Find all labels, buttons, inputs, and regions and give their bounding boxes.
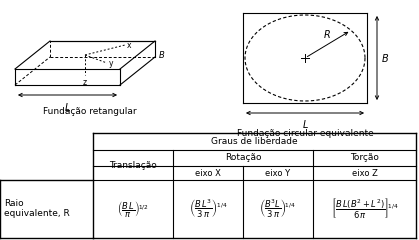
Text: Torção: Torção: [350, 154, 379, 162]
Text: Fundação circular equivalente: Fundação circular equivalente: [237, 129, 373, 138]
Text: x: x: [127, 41, 132, 49]
Text: $L$: $L$: [64, 101, 71, 113]
Text: $R$: $R$: [323, 28, 331, 40]
Text: $\left[\dfrac{\mathit{B}\,L(\mathit{B}^2+L^2)}{6\,\pi}\right]^{\!1/4}$: $\left[\dfrac{\mathit{B}\,L(\mathit{B}^2…: [331, 197, 398, 221]
Text: $\left(\dfrac{\mathit{B}\,L}{\pi}\right)^{\!1/2}$: $\left(\dfrac{\mathit{B}\,L}{\pi}\right)…: [117, 199, 149, 219]
Text: z: z: [83, 78, 87, 87]
Text: eixo Y: eixo Y: [266, 168, 290, 178]
Text: equivalente, R: equivalente, R: [4, 210, 70, 218]
Text: Fundação retangular: Fundação retangular: [43, 107, 137, 116]
Text: Graus de liberdade: Graus de liberdade: [211, 137, 298, 146]
Text: eixo X: eixo X: [195, 168, 221, 178]
Text: y: y: [109, 60, 114, 68]
Text: $L$: $L$: [302, 118, 308, 130]
Text: Rotação: Rotação: [225, 154, 261, 162]
Text: eixo Z: eixo Z: [352, 168, 378, 178]
Text: $\left(\dfrac{\mathit{B}\,L^3}{3\,\pi}\right)^{\!1/4}$: $\left(\dfrac{\mathit{B}\,L^3}{3\,\pi}\r…: [189, 198, 227, 220]
Text: $\left(\dfrac{\mathit{B}^3 L}{3\,\pi}\right)^{\!1/4}$: $\left(\dfrac{\mathit{B}^3 L}{3\,\pi}\ri…: [259, 198, 297, 220]
Text: Raio: Raio: [4, 199, 23, 209]
Text: $B$: $B$: [158, 49, 165, 60]
Text: Translação: Translação: [109, 161, 157, 169]
Text: $B$: $B$: [381, 52, 389, 64]
